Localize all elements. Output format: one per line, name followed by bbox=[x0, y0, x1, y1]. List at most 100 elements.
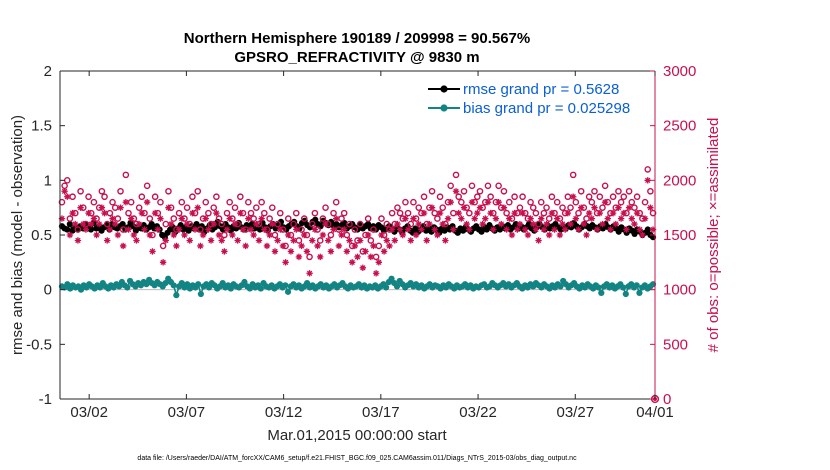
assimilated-point bbox=[162, 237, 169, 244]
assimilated-point bbox=[306, 270, 313, 277]
assimilated-point bbox=[628, 215, 635, 222]
possible-point bbox=[85, 193, 92, 201]
assimilated-point bbox=[356, 237, 364, 244]
right-tick-label: 1500 bbox=[663, 227, 696, 244]
assimilated-point bbox=[311, 226, 319, 233]
chart-title-line2: GPSRO_REFRACTIVITY @ 9830 m bbox=[234, 49, 479, 66]
possible-point bbox=[567, 204, 574, 211]
bias-point bbox=[393, 283, 401, 290]
assimilated-point bbox=[649, 226, 657, 233]
assimilated-point bbox=[527, 215, 534, 222]
assimilated-point bbox=[133, 237, 140, 244]
assimilated-point bbox=[418, 226, 425, 233]
bias-point bbox=[557, 283, 564, 290]
assimilated-point bbox=[90, 215, 98, 222]
assimilated-point bbox=[237, 209, 244, 217]
possible-point bbox=[585, 193, 593, 201]
possible-point bbox=[226, 198, 233, 206]
assimilated-point bbox=[370, 242, 377, 250]
possible-point bbox=[468, 182, 476, 190]
assimilated-point bbox=[218, 237, 225, 244]
assimilated-point bbox=[199, 231, 207, 239]
left-tick-label: -0.5 bbox=[26, 336, 52, 353]
possible-point bbox=[165, 187, 172, 195]
possible-point bbox=[213, 193, 220, 201]
assimilated-point bbox=[72, 220, 79, 228]
bias-point bbox=[282, 282, 289, 289]
right-tick-label: 2500 bbox=[663, 118, 696, 135]
assimilated-point bbox=[88, 220, 95, 228]
assimilated-point bbox=[487, 209, 494, 217]
possible-point bbox=[474, 193, 481, 201]
assimilated-point bbox=[415, 220, 422, 228]
assimilated-point bbox=[338, 231, 345, 239]
assimilated-point bbox=[293, 226, 300, 233]
possible-point bbox=[261, 209, 268, 217]
legend-rmse-text: rmse grand pr = 0.5628 bbox=[463, 81, 619, 98]
possible-point bbox=[410, 198, 417, 206]
right-tick-label: 500 bbox=[663, 336, 688, 353]
assimilated-point bbox=[173, 242, 180, 250]
possible-point bbox=[157, 198, 164, 206]
bias-point bbox=[598, 289, 605, 297]
assimilated-point bbox=[221, 248, 228, 255]
possible-point bbox=[175, 209, 183, 217]
assimilated-point bbox=[599, 220, 606, 228]
rmse-point bbox=[256, 226, 263, 233]
assimilated-point bbox=[593, 226, 601, 233]
assimilated-point bbox=[181, 231, 188, 239]
possible-point bbox=[194, 187, 202, 195]
assimilated-point bbox=[330, 226, 337, 233]
possible-point bbox=[268, 204, 276, 211]
assimilated-point bbox=[532, 226, 540, 233]
assimilated-point bbox=[514, 226, 521, 233]
assimilated-point bbox=[247, 226, 255, 233]
possible-point bbox=[266, 215, 273, 222]
assimilated-point bbox=[101, 209, 108, 217]
assimilated-point bbox=[290, 237, 297, 244]
possible-point bbox=[237, 193, 244, 201]
assimilated-point bbox=[404, 226, 412, 233]
legend-rmse-marker bbox=[440, 85, 448, 93]
assimilated-point bbox=[159, 259, 167, 266]
assimilated-point bbox=[351, 242, 359, 250]
assimilated-point bbox=[647, 204, 654, 211]
assimilated-point bbox=[569, 193, 577, 200]
assimilated-point bbox=[66, 231, 74, 239]
assimilated-point bbox=[476, 204, 484, 211]
assimilated-point bbox=[332, 215, 340, 222]
assimilated-point bbox=[274, 237, 281, 244]
assimilated-point bbox=[175, 226, 183, 233]
possible-point bbox=[322, 204, 329, 211]
assimilated-point bbox=[77, 204, 84, 211]
assimilated-point bbox=[309, 237, 316, 244]
assimilated-point bbox=[436, 209, 444, 217]
assimilated-point bbox=[530, 220, 537, 228]
possible-point bbox=[66, 215, 74, 222]
assimilated-point bbox=[407, 237, 414, 244]
assimilated-point bbox=[287, 248, 295, 255]
possible-point bbox=[308, 220, 316, 228]
bias-point bbox=[636, 289, 643, 297]
bias-point bbox=[195, 281, 202, 288]
assimilated-point bbox=[80, 220, 87, 228]
assimilated-point bbox=[69, 209, 76, 217]
assimilated-point bbox=[490, 226, 497, 233]
assimilated-point bbox=[372, 270, 380, 277]
bias-point bbox=[170, 282, 177, 289]
assimilated-point bbox=[575, 226, 582, 233]
assimilated-point bbox=[615, 204, 622, 211]
possible-point bbox=[378, 215, 385, 222]
bias-point bbox=[383, 284, 390, 291]
possible-point bbox=[306, 253, 313, 261]
possible-point bbox=[519, 193, 526, 201]
assimilated-point bbox=[165, 204, 172, 211]
assimilated-point bbox=[170, 231, 177, 239]
possible-point bbox=[609, 193, 617, 201]
assimilated-point bbox=[109, 215, 116, 222]
possible-point bbox=[284, 215, 292, 222]
assimilated-point bbox=[636, 226, 643, 233]
possible-point bbox=[404, 209, 412, 217]
possible-point bbox=[340, 209, 348, 217]
assimilated-point bbox=[82, 226, 90, 233]
